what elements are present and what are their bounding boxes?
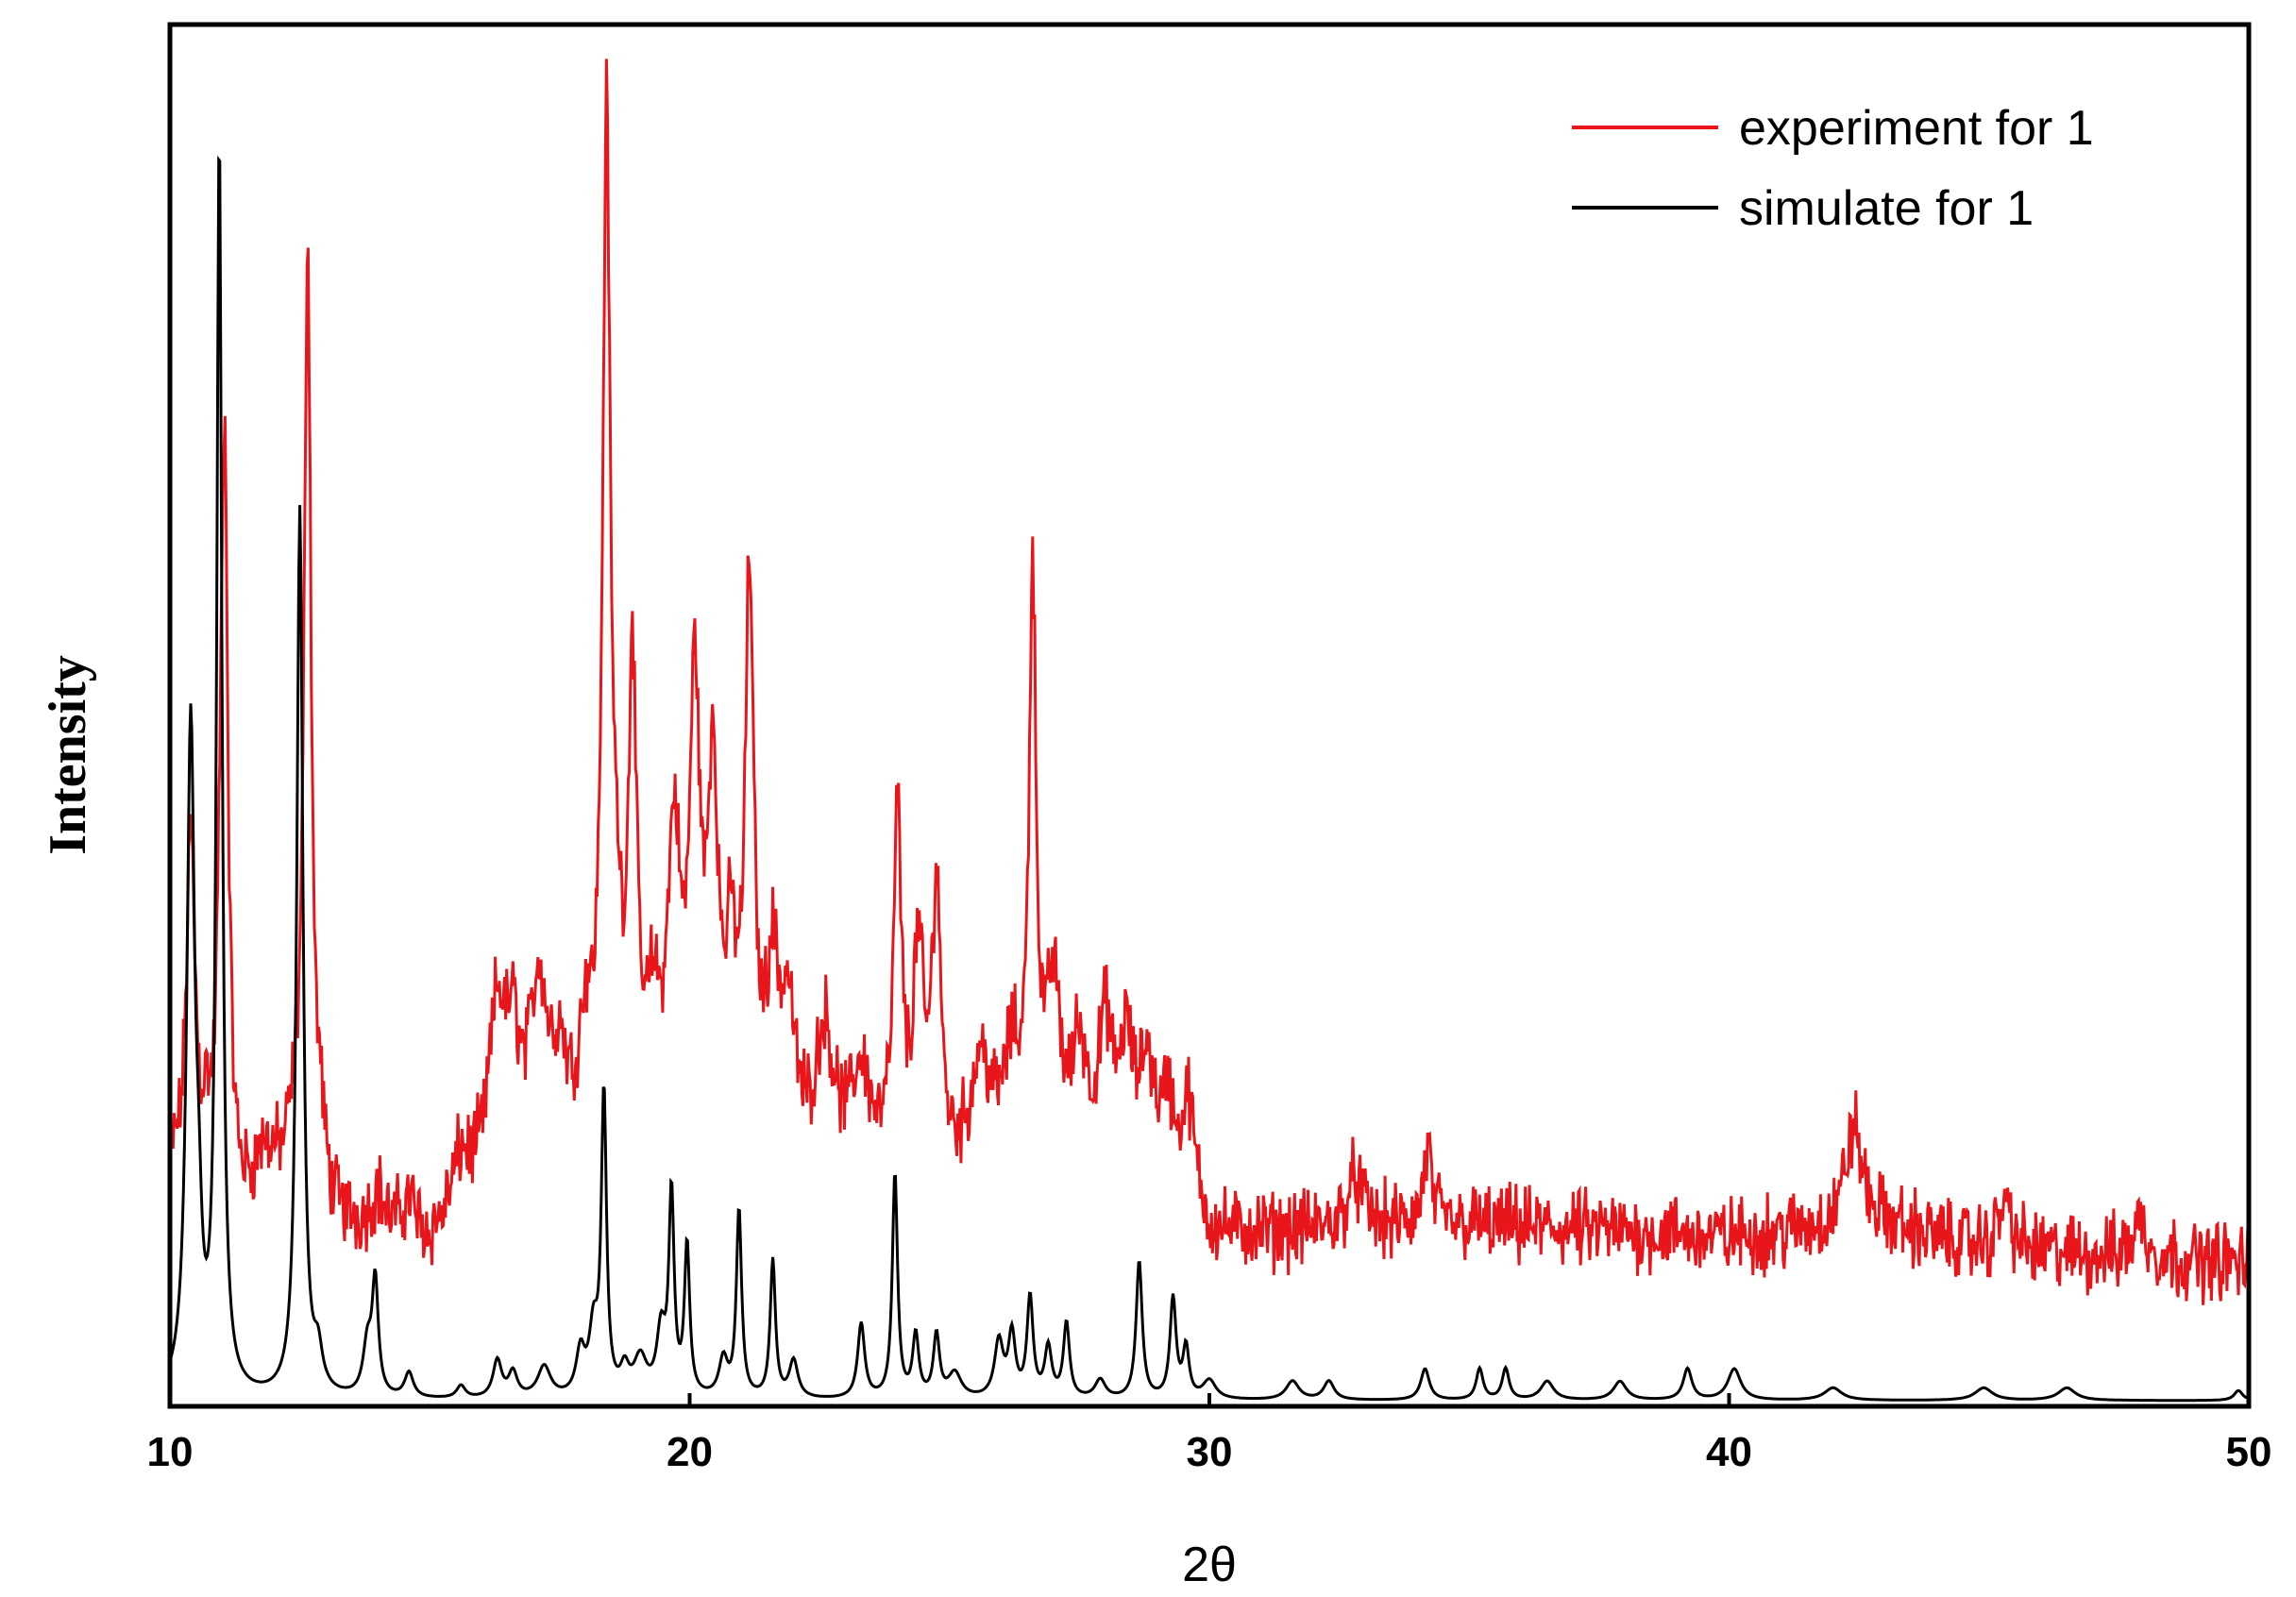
plot-area — [170, 59, 2249, 1403]
x-tick-label: 20 — [667, 1429, 713, 1475]
series-experiment-line — [170, 59, 2249, 1305]
y-axis-title: Intensity — [39, 655, 97, 855]
x-axis: 10 20 30 40 50 — [147, 1393, 2272, 1475]
x-tick-label: 10 — [147, 1429, 194, 1475]
series-simulate-line — [170, 155, 2249, 1403]
legend-label-experiment: experiment for 1 — [1739, 101, 2094, 156]
legend-label-simulate: simulate for 1 — [1739, 181, 2034, 236]
x-tick-label: 50 — [2226, 1429, 2272, 1475]
x-axis-title: 2θ — [1182, 1538, 1237, 1592]
x-tick-label: 30 — [1187, 1429, 1233, 1475]
x-tick-label: 40 — [1706, 1429, 1752, 1475]
legend: experiment for 1 simulate for 1 — [1572, 101, 2094, 236]
